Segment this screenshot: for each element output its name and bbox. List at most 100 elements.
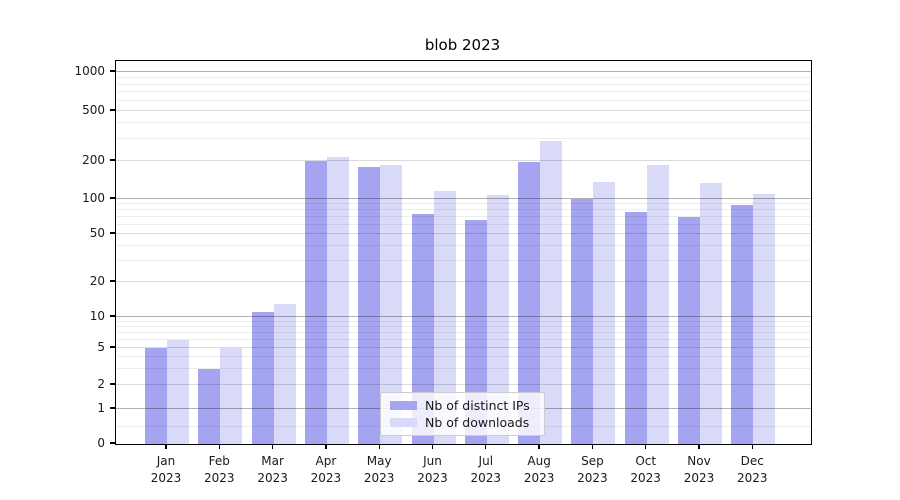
gridline-1000 (116, 71, 811, 72)
bar-downloads-sep (593, 182, 616, 444)
legend-swatch-downloads (390, 418, 417, 428)
gridline-30 (116, 259, 811, 261)
legend-swatch-distinct-ips (390, 400, 417, 410)
legend-label-downloads: Nb of downloads (425, 415, 530, 431)
bar-downloads-dec (753, 193, 776, 444)
legend-entry-downloads: Nb of downloads (390, 415, 535, 430)
x-tick-mark-sep (591, 444, 594, 450)
y-tick-mark-1 (110, 407, 115, 409)
gridlines-layer (116, 61, 811, 444)
bar-distinct-ips-apr (304, 161, 327, 444)
bar-downloads-feb (220, 348, 243, 444)
y-tick-mark-0 (110, 442, 115, 444)
bar-distinct-ips-aug (518, 162, 541, 444)
x-tick-label-mar: Mar 2023 (257, 454, 288, 485)
y-tick-label-100: 100 (82, 191, 105, 205)
bar-downloads-jul (486, 194, 509, 444)
bar-distinct-ips-jun (411, 214, 434, 444)
bar-downloads-nov (700, 183, 722, 444)
y-tick-label-10: 10 (89, 309, 105, 323)
gridline-600 (116, 99, 811, 101)
y-tick-mark-200 (110, 159, 115, 161)
gridline-700 (116, 91, 811, 93)
bar-downloads-jun (433, 191, 456, 444)
y-tick-mark-1000 (110, 70, 115, 72)
gridline-5 (116, 347, 811, 348)
bar-distinct-ips-oct (624, 212, 647, 444)
y-tick-mark-5 (110, 346, 115, 348)
bar-downloads-aug (540, 140, 563, 444)
bar-downloads-apr (326, 157, 349, 444)
chart-title: blob 2023 (424, 36, 501, 54)
x-tick-label-nov: Nov 2023 (683, 454, 715, 485)
y-tick-label-200: 200 (82, 153, 105, 167)
gridline-900 (116, 76, 811, 78)
y-tick-mark-100 (110, 197, 115, 199)
x-tick-label-aug: Aug 2023 (523, 454, 555, 485)
x-tick-label-sep: Sep 2023 (577, 454, 608, 485)
bar-distinct-ips-nov (678, 217, 700, 444)
bar-distinct-ips-mar (251, 312, 274, 444)
gridline-80 (116, 209, 811, 211)
x-tick-mark-nov (698, 444, 700, 450)
gridline-8 (116, 325, 811, 327)
bar-downloads-mar (273, 303, 296, 444)
bar-distinct-ips-feb (198, 368, 221, 444)
y-tick-label-50: 50 (89, 226, 105, 240)
x-tick-label-jul: Jul 2023 (470, 454, 502, 485)
gridline-40 (116, 244, 811, 246)
gridline-60 (116, 223, 811, 225)
gridline-90 (116, 203, 811, 205)
bar-downloads-may (380, 164, 403, 444)
plot-area (115, 60, 812, 445)
x-tick-label-dec: Dec 2023 (737, 454, 768, 485)
gridline-7 (116, 331, 811, 333)
y-tick-label-1: 1 (97, 401, 105, 415)
gridline-100 (116, 198, 811, 199)
x-tick-label-jun: Jun 2023 (417, 454, 448, 485)
gridline-70 (116, 216, 811, 218)
x-tick-mark-feb (218, 444, 220, 450)
x-tick-label-jan: Jan 2023 (150, 454, 182, 485)
legend: Nb of distinct IPs Nb of downloads (380, 392, 545, 436)
x-tick-mark-dec (751, 444, 753, 450)
bar-distinct-ips-jul (464, 219, 487, 444)
gridline-2 (116, 384, 811, 385)
bar-distinct-ips-jan (145, 348, 167, 444)
y-tick-label-1000: 1000 (74, 64, 105, 78)
x-tick-mark-oct (645, 444, 647, 450)
gridline-3 (116, 367, 811, 369)
y-tick-label-5: 5 (97, 340, 105, 354)
gridline-9 (116, 320, 811, 322)
y-tick-label-2: 2 (97, 377, 105, 391)
legend-entry-distinct-ips: Nb of distinct IPs (390, 398, 535, 413)
y-tick-mark-500 (110, 109, 115, 111)
y-tick-mark-2 (110, 383, 115, 385)
gridline-50 (116, 233, 811, 234)
gridline-200 (116, 160, 811, 161)
x-tick-mark-jul (485, 444, 487, 450)
y-tick-mark-20 (110, 280, 115, 282)
y-tick-label-500: 500 (82, 103, 105, 117)
gridline-6 (116, 338, 811, 340)
x-tick-mark-may (378, 444, 380, 450)
bar-distinct-ips-sep (571, 199, 594, 444)
bar-downloads-oct (646, 164, 669, 444)
x-tick-mark-jun (431, 444, 434, 450)
legend-label-distinct-ips: Nb of distinct IPs (425, 397, 530, 413)
x-tick-label-oct: Oct 2023 (630, 454, 661, 485)
x-tick-label-feb: Feb 2023 (204, 454, 235, 485)
gridline-500 (116, 110, 811, 111)
x-tick-label-may: May 2023 (363, 454, 395, 485)
gridline-800 (116, 83, 811, 85)
x-tick-mark-mar (271, 444, 274, 450)
gridline-4 (116, 356, 811, 358)
bar-distinct-ips-may (358, 166, 381, 444)
y-tick-mark-10 (110, 315, 115, 317)
gridline-20 (116, 281, 811, 282)
gridline-400 (116, 122, 811, 124)
y-tick-label-0: 0 (97, 436, 105, 450)
y-tick-mark-50 (110, 232, 115, 234)
y-tick-label-20: 20 (89, 274, 105, 288)
